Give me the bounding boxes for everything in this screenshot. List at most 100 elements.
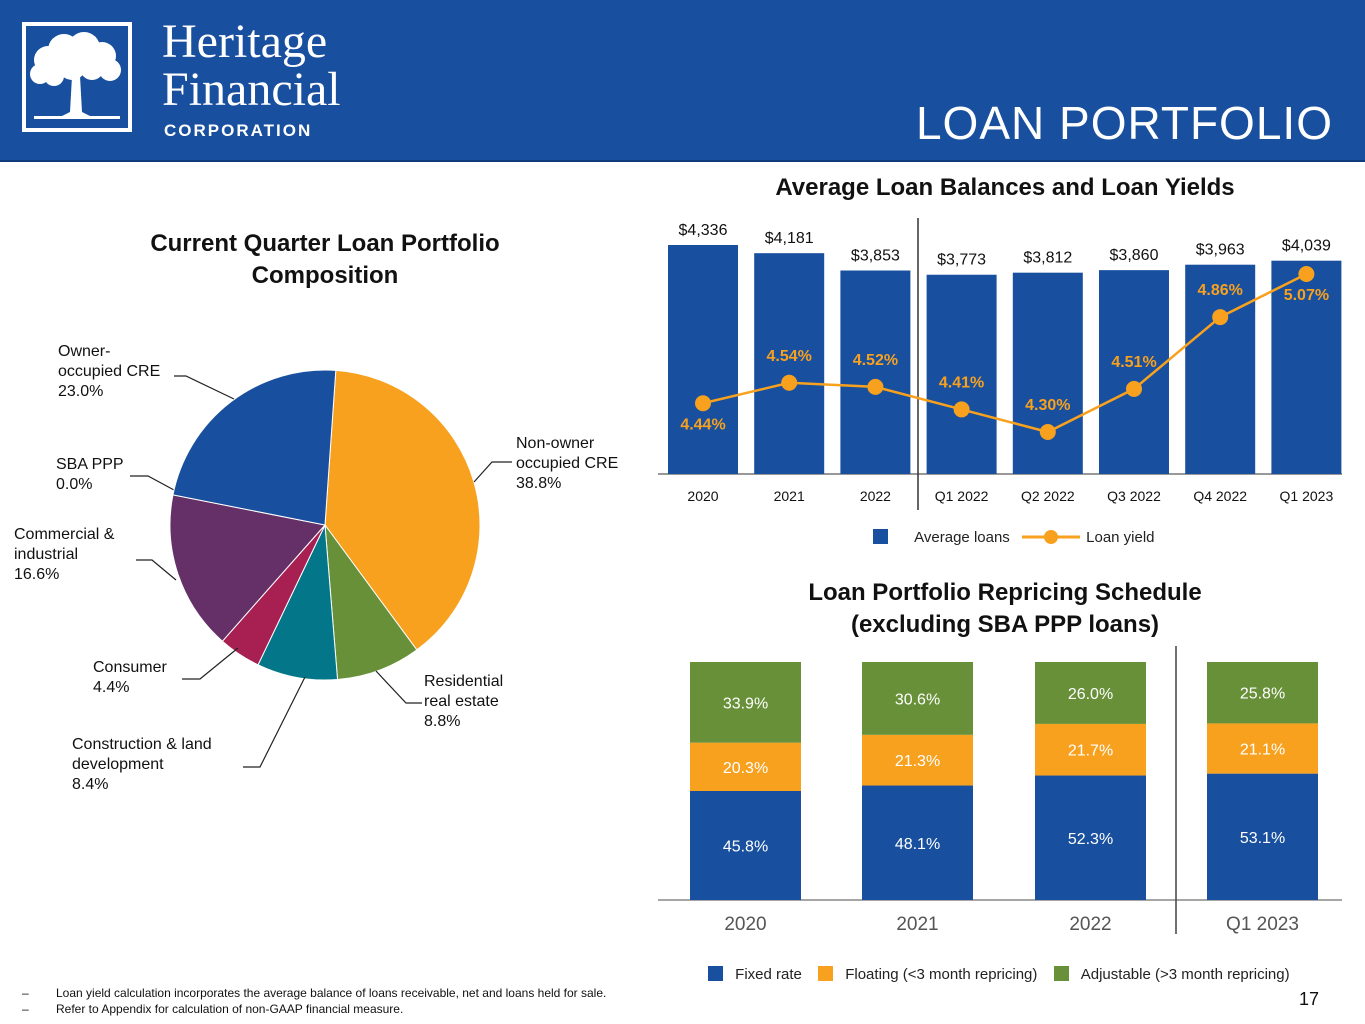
footnote-1: – Loan yield calculation incorporates the… xyxy=(22,985,606,1001)
floating-swatch xyxy=(818,966,834,981)
pie-leader-line xyxy=(130,475,175,491)
average-loan-bar xyxy=(668,245,738,474)
repricing-x-tick-label: 2022 xyxy=(1069,914,1111,935)
pie-slice-value: 8.8% xyxy=(424,713,460,730)
balances-x-tick-label: Q1 2022 xyxy=(935,488,989,504)
pie-slice-label: real estate xyxy=(424,693,499,710)
pie-slice-label: Residential xyxy=(424,673,503,690)
pie-leader-line xyxy=(473,461,512,483)
repricing-x-tick-label: 2021 xyxy=(896,914,938,935)
pie-slice-label: industrial xyxy=(14,546,78,563)
pie-slice-value: 8.4% xyxy=(72,776,108,793)
pie-chart-title: Current Quarter Loan Portfolio Compositi… xyxy=(60,228,590,292)
pie-slice-label: Consumer xyxy=(93,659,167,676)
repricing-chart: 45.8% 20.3% 33.9% 2020 48.1% 21.3% 30.6% 2021 52… xyxy=(658,646,1342,935)
loan-yield-point xyxy=(695,395,711,412)
repricing-bar-segment xyxy=(690,742,801,791)
balances-x-tick-label: 2021 xyxy=(774,488,805,504)
adjustable-legend-label: Adjustable (>3 month repricing) xyxy=(1080,966,1290,983)
pie-slice xyxy=(169,494,326,642)
average-loan-bar xyxy=(1271,260,1342,474)
repricing-segment-label: 52.3% xyxy=(1068,831,1113,848)
loan-yield-value-label: 4.51% xyxy=(1111,354,1156,371)
pie-slice-value: 16.6% xyxy=(14,566,59,583)
page-title: LOAN PORTFOLIO xyxy=(915,97,1333,149)
average-loan-value-label: $4,336 xyxy=(679,222,728,239)
repricing-bar-segment xyxy=(862,785,973,900)
pie-slice-value: 4.4% xyxy=(93,679,129,696)
pie-leader-line xyxy=(174,375,235,400)
footnote-dash: – xyxy=(22,986,29,1000)
pie-slice xyxy=(324,523,418,681)
balances-chart: $4,336 2020 $4,181 2021 $3,853 2022 $3,773 Q1 2… xyxy=(658,218,1342,510)
pie-title-line2: Composition xyxy=(251,262,399,289)
repricing-bar-segment xyxy=(1035,723,1146,776)
balances-x-tick-label: 2020 xyxy=(687,488,718,504)
repricing-bar-segment xyxy=(1207,723,1318,774)
footnote-1-text: Loan yield calculation incorporates the … xyxy=(56,986,607,1000)
footnotes: – Loan yield calculation incorporates the… xyxy=(22,985,606,1017)
repricing-bar-segment xyxy=(690,662,801,743)
repricing-bar-segment xyxy=(862,734,973,786)
average-loan-value-label: $4,181 xyxy=(765,230,814,247)
balances-chart-title: Average Loan Balances and Loan Yields xyxy=(775,174,1235,201)
loan-yield-point xyxy=(781,374,798,391)
repricing-segment-label: 26.0% xyxy=(1068,686,1113,703)
repricing-bar-segment xyxy=(1207,662,1318,724)
repricing-legend: Fixed rate Floating (<3 month repricing)… xyxy=(708,966,1290,983)
pie-leader-line xyxy=(182,647,239,680)
pie-slice-label: Construction & land xyxy=(72,736,212,753)
pie-slice-value: 38.8% xyxy=(516,475,561,492)
repricing-x-tick-label: 2020 xyxy=(724,914,766,935)
average-loan-bar xyxy=(1012,272,1083,474)
loan-yield-value-label: 4.86% xyxy=(1198,282,1243,299)
repricing-segment-label: 33.9% xyxy=(723,695,768,712)
loan-yield-legend-marker xyxy=(1021,530,1080,544)
pie-slice-label: development xyxy=(72,756,164,773)
adjustable-swatch xyxy=(1053,966,1069,981)
repricing-title-line2: (excluding SBA PPP loans) xyxy=(850,611,1160,638)
loan-yield-point xyxy=(1298,266,1315,282)
pie-leader-line xyxy=(375,670,422,704)
average-loan-value-label: $3,773 xyxy=(937,252,986,269)
pie-slice xyxy=(324,369,481,651)
pie-chart: Non-owner occupied CRE 38.8% Residential rea… xyxy=(14,343,618,793)
pie-slice-label: occupied CRE xyxy=(516,455,618,472)
loan-yield-point xyxy=(953,401,970,418)
pie-slice xyxy=(172,369,337,526)
pie-slice-label: occupied CRE xyxy=(58,363,160,380)
fixed-rate-swatch xyxy=(708,966,723,981)
loan-yield-value-label: 4.30% xyxy=(1025,397,1070,414)
pie-leader-line xyxy=(243,676,306,768)
balances-x-tick-label: 2022 xyxy=(860,488,891,504)
tree-logo-icon xyxy=(22,22,132,132)
pie-slice-label: Non-owner xyxy=(516,435,595,452)
balances-x-tick-label: Q3 2022 xyxy=(1107,488,1161,504)
loan-yield-point xyxy=(1212,309,1229,326)
repricing-bar-segment xyxy=(1035,775,1146,900)
pie-leader-line xyxy=(136,559,177,581)
loan-yield-value-label: 5.07% xyxy=(1284,287,1329,304)
average-loan-bar xyxy=(1185,264,1256,474)
loan-yield-value-label: 4.52% xyxy=(853,352,898,369)
average-loan-value-label: $3,860 xyxy=(1110,247,1159,264)
repricing-chart-title: Loan Portfolio Repricing Schedule (exclu… xyxy=(660,577,1350,641)
balances-x-tick-label: Q4 2022 xyxy=(1193,488,1247,504)
average-loan-value-label: $3,853 xyxy=(851,248,900,265)
balances-x-tick-label: Q1 2023 xyxy=(1280,488,1334,504)
pie-slice-value: 0.0% xyxy=(56,476,92,493)
fixed-rate-legend-label: Fixed rate xyxy=(735,966,802,983)
repricing-bar-segment xyxy=(1035,662,1146,724)
loan-yield-value-label: 4.44% xyxy=(680,416,725,433)
average-loan-value-label: $3,812 xyxy=(1023,250,1072,267)
repricing-segment-label: 53.1% xyxy=(1240,830,1285,847)
loan-yield-value-label: 4.54% xyxy=(767,348,812,365)
average-loans-legend-label: Average loans xyxy=(914,529,1010,546)
average-loan-bar xyxy=(840,270,911,474)
repricing-title-line1: Loan Portfolio Repricing Schedule xyxy=(808,579,1202,606)
repricing-segment-label: 48.1% xyxy=(895,836,940,853)
repricing-bar-segment xyxy=(1207,773,1318,900)
average-loan-bar xyxy=(1099,270,1169,474)
average-loan-value-label: $3,963 xyxy=(1196,242,1245,259)
repricing-bar-segment xyxy=(690,790,801,900)
